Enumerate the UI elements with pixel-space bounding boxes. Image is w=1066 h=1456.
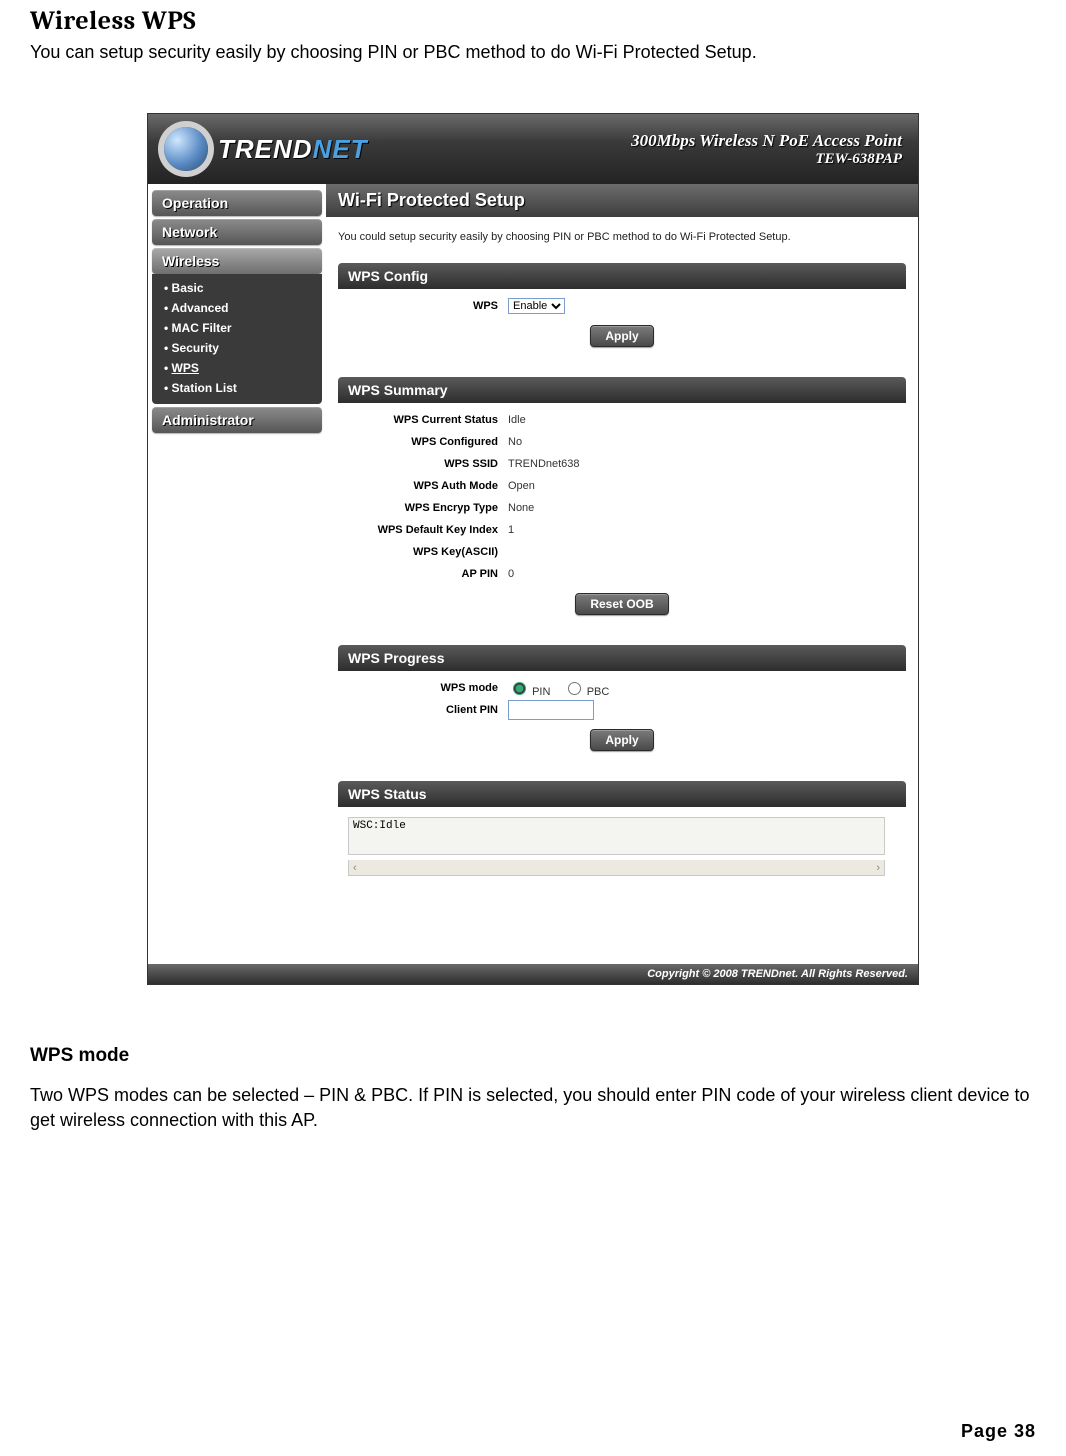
reset-oob-button[interactable]: Reset OOB: [575, 593, 668, 615]
nav-wireless-submenu: Basic Advanced MAC Filter Security WPS S…: [152, 274, 322, 404]
summary-row: WPS Current StatusIdle: [338, 409, 906, 431]
panel-wps-progress: WPS Progress WPS mode PIN PBC Client PI: [338, 645, 906, 761]
brand-name-part2: NET: [313, 134, 368, 164]
content-area: Wi-Fi Protected Setup You could setup se…: [326, 184, 918, 964]
panel-wps-summary: WPS Summary WPS Current StatusIdleWPS Co…: [338, 377, 906, 625]
doc-subtext: Two WPS modes can be selected – PIN & PB…: [30, 1083, 1036, 1133]
summary-row: AP PIN0: [338, 563, 906, 585]
brand-block: TRENDNET: [164, 127, 368, 171]
admin-footer: Copyright © 2008 TRENDnet. All Rights Re…: [148, 964, 918, 984]
product-title: 300Mbps Wireless N PoE Access Point TEW-…: [631, 131, 902, 168]
client-pin-input[interactable]: [508, 700, 594, 720]
panel-header-wps-progress: WPS Progress: [338, 645, 906, 671]
wps-progress-apply-button[interactable]: Apply: [590, 729, 653, 751]
doc-subheading: WPS mode: [30, 1045, 1036, 1067]
wps-status-scrollbar[interactable]: ‹›: [348, 860, 885, 876]
wps-mode-pbc-option[interactable]: PBC: [563, 686, 610, 698]
summary-row: WPS Auth ModeOpen: [338, 475, 906, 497]
nav-operation[interactable]: Operation: [152, 190, 322, 216]
subnav-security[interactable]: Security: [152, 338, 322, 358]
wps-label: WPS: [338, 300, 508, 312]
subnav-basic[interactable]: Basic: [152, 278, 322, 298]
admin-header: TRENDNET 300Mbps Wireless N PoE Access P…: [148, 114, 918, 184]
panel-header-wps-summary: WPS Summary: [338, 377, 906, 403]
summary-label: WPS Default Key Index: [338, 524, 508, 536]
summary-label: WPS Encryp Type: [338, 502, 508, 514]
sidebar-nav: Operation Network Wireless Basic Advance…: [148, 184, 326, 964]
summary-value: 1: [508, 524, 514, 536]
content-intro: You could setup security easily by choos…: [326, 217, 918, 263]
summary-row: WPS Encryp TypeNone: [338, 497, 906, 519]
wps-enable-select[interactable]: Enable: [508, 298, 565, 314]
wps-mode-pin-option[interactable]: PIN: [508, 686, 550, 698]
summary-value: None: [508, 502, 534, 514]
subnav-wps[interactable]: WPS: [152, 358, 322, 378]
wps-mode-label: WPS mode: [338, 682, 508, 694]
summary-row: WPS Default Key Index1: [338, 519, 906, 541]
brand-logo-icon: [164, 127, 208, 171]
subnav-station-list[interactable]: Station List: [152, 378, 322, 398]
summary-row: WPS ConfiguredNo: [338, 431, 906, 453]
summary-label: WPS Key(ASCII): [338, 546, 508, 558]
summary-value: 0: [508, 568, 514, 580]
brand-name: TRENDNET: [218, 134, 368, 165]
summary-value: Idle: [508, 414, 526, 426]
summary-label: WPS Configured: [338, 436, 508, 448]
panel-header-wps-status: WPS Status: [338, 781, 906, 807]
client-pin-label: Client PIN: [338, 704, 508, 716]
summary-value: No: [508, 436, 522, 448]
nav-administrator[interactable]: Administrator: [152, 407, 322, 433]
summary-label: WPS Current Status: [338, 414, 508, 426]
doc-intro-text: You can setup security easily by choosin…: [30, 42, 1036, 63]
summary-label: WPS Auth Mode: [338, 480, 508, 492]
doc-section-title: Wireless WPS: [30, 6, 1036, 36]
nav-network[interactable]: Network: [152, 219, 322, 245]
panel-header-wps-config: WPS Config: [338, 263, 906, 289]
summary-value: TRENDnet638: [508, 458, 580, 470]
product-name: 300Mbps Wireless N PoE Access Point: [631, 131, 902, 151]
router-admin-screenshot: TRENDNET 300Mbps Wireless N PoE Access P…: [147, 113, 919, 985]
summary-label: WPS SSID: [338, 458, 508, 470]
panel-wps-config: WPS Config WPS Enable Apply: [338, 263, 906, 357]
summary-row: WPS Key(ASCII): [338, 541, 906, 563]
wps-status-textarea[interactable]: [348, 817, 885, 855]
summary-row: WPS SSIDTRENDnet638: [338, 453, 906, 475]
content-title: Wi-Fi Protected Setup: [326, 184, 918, 217]
subnav-advanced[interactable]: Advanced: [152, 298, 322, 318]
page-number: Page 38: [961, 1421, 1036, 1442]
panel-wps-status: WPS Status ‹›: [338, 781, 906, 890]
subnav-mac-filter[interactable]: MAC Filter: [152, 318, 322, 338]
brand-name-part1: TREND: [218, 134, 313, 164]
summary-label: AP PIN: [338, 568, 508, 580]
summary-value: Open: [508, 480, 535, 492]
wps-config-apply-button[interactable]: Apply: [590, 325, 653, 347]
nav-wireless[interactable]: Wireless: [152, 248, 322, 274]
product-model: TEW-638PAP: [631, 151, 902, 168]
